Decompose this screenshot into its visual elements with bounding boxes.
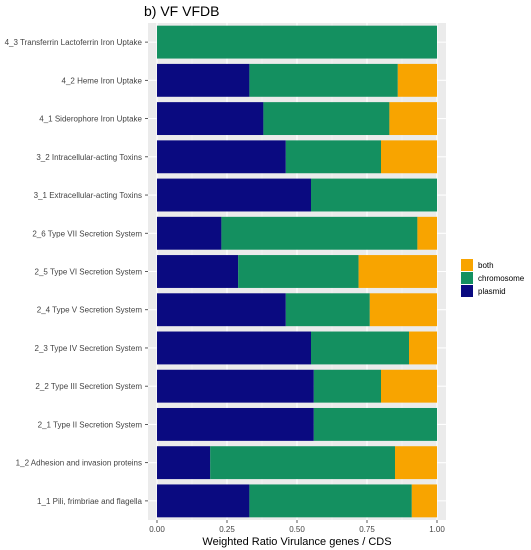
bar-segment-plasmid [157,140,286,174]
legend-label-plasmid: plasmid [478,287,506,296]
bar-segment-chromosome [311,178,437,212]
chart-title: b) VF VFDB [144,3,219,19]
bar-segment-chromosome [285,140,381,174]
category-label: 2_2 Type III Secretion System [35,382,142,391]
bar-segment-chromosome [313,369,381,403]
legend-swatch-both [461,259,473,271]
bar-segment-plasmid [157,63,250,97]
bar-segment-chromosome [157,25,437,59]
bar-segment-chromosome [249,484,412,518]
category-label: 4_1 Siderophore Iron Uptake [39,115,142,124]
bar-segment-both [369,293,437,327]
category-label: 2_3 Type IV Secretion System [35,344,143,353]
bar-segment-chromosome [238,255,359,288]
bar-segment-chromosome [285,293,370,327]
x-axis-label: Weighted Ratio Virulance genes / CDS [202,536,391,548]
bar-segment-both [397,63,437,97]
x-tick-label: 0.50 [289,525,305,534]
bar-segment-both [409,331,437,365]
category-label: 2_1 Type II Secretion System [38,420,143,429]
category-label: 4_3 Transferrin Lactoferrin Iron Uptake [5,38,143,47]
category-label: 2_5 Type VI Secretion System [35,268,143,277]
bar-segment-chromosome [311,331,409,365]
category-label: 3_2 Intracellular-acting Toxins [36,153,142,162]
category-label: 1_2 Adhesion and invasion proteins [16,459,142,468]
bar-segment-chromosome [221,216,418,250]
bar-segment-plasmid [157,484,250,518]
bar-segment-plasmid [157,331,311,365]
bar-segment-both [358,255,437,288]
x-tick-label: 0.75 [359,525,375,534]
bar-segment-both [395,446,437,480]
bars-group [157,25,437,518]
bar-segment-plasmid [157,369,314,403]
bar-segment-plasmid [157,102,264,136]
legend: both chromosome plasmid [461,259,525,297]
bar-segment-plasmid [157,216,222,250]
category-label: 2_4 Type V Secretion System [37,306,143,315]
category-label: 4_2 Heme Iron Uptake [62,76,143,85]
bar-segment-chromosome [313,407,437,441]
bar-segment-chromosome [249,63,398,97]
bar-segment-plasmid [157,407,314,441]
bar-segment-chromosome [263,102,390,136]
legend-swatch-plasmid [461,285,473,297]
x-tick-label: 1.00 [429,525,445,534]
category-label: 1_1 Pili, frimbriae and flagella [37,497,142,506]
category-label: 3_1 Extracellular-acting Toxins [34,191,142,200]
x-tick-label: 0.00 [149,525,165,534]
bar-segment-both [389,102,437,136]
x-axis-ticks: 0.00 0.25 0.50 0.75 1.00 [149,520,445,534]
legend-label-chromosome: chromosome [478,274,525,283]
bar-segment-both [381,369,437,403]
x-tick-label: 0.25 [219,525,235,534]
category-label: 2_6 Type VII Secretion System [32,229,142,238]
bar-segment-both [417,216,437,250]
legend-swatch-chromosome [461,272,473,284]
category-labels: 4_3 Transferrin Lactoferrin Iron Uptake 4… [5,38,148,506]
bar-segment-both [411,484,437,518]
bar-segment-both [381,140,437,174]
bar-segment-plasmid [157,446,211,480]
bar-segment-plasmid [157,255,239,288]
bar-segment-plasmid [157,178,311,212]
bar-segment-plasmid [157,293,286,327]
bar-segment-chromosome [210,446,395,480]
legend-label-both: both [478,261,494,270]
